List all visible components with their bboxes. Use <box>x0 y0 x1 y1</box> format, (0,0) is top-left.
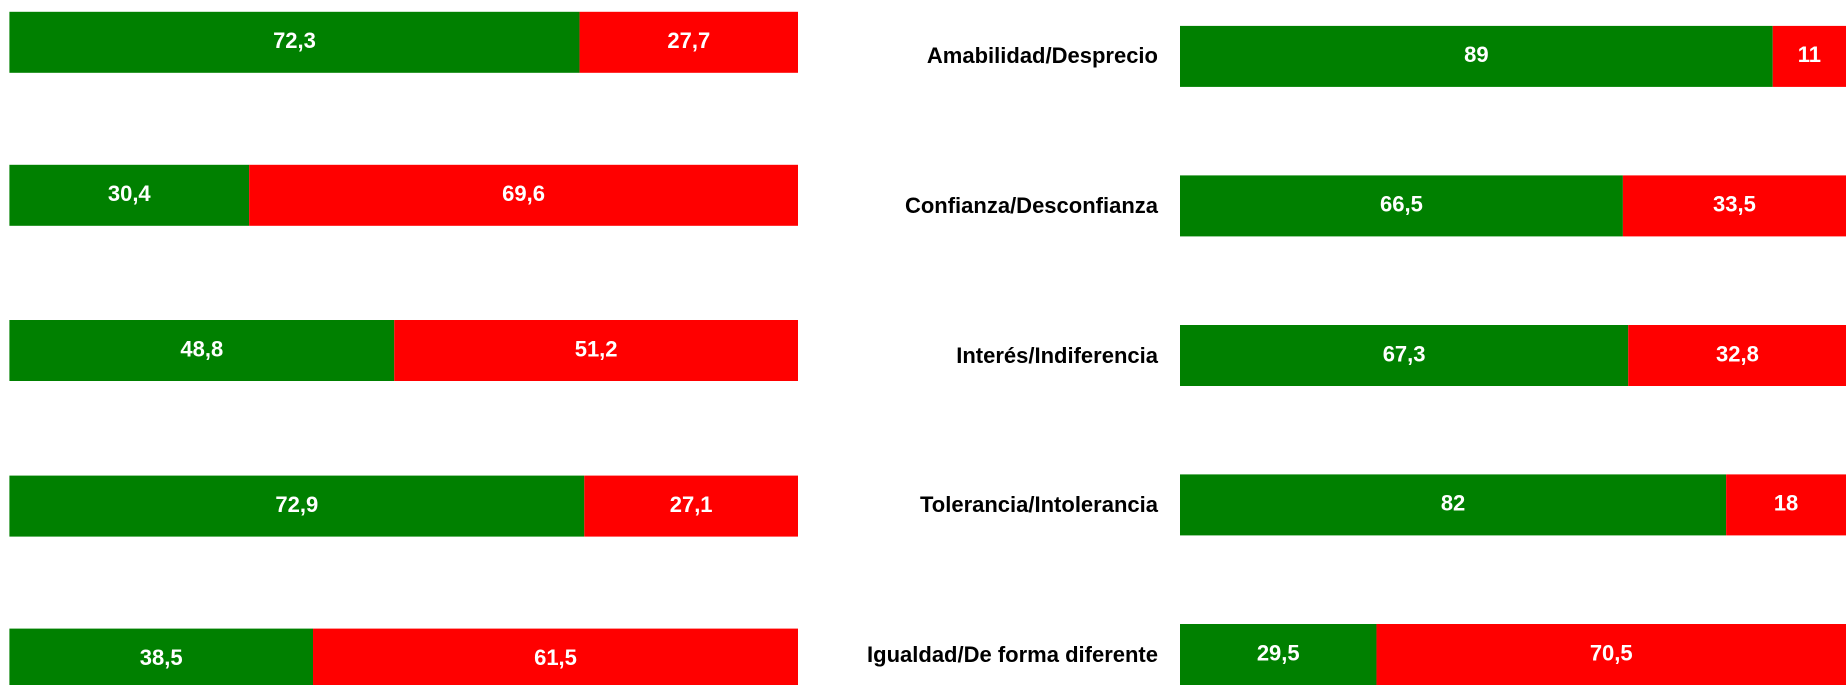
value-label: 30,4 <box>108 181 152 206</box>
value-label: 38,5 <box>140 645 183 670</box>
bar-segment <box>9 164 250 226</box>
value-label: 27,1 <box>670 492 713 517</box>
value-label: 11 <box>1798 42 1821 67</box>
value-label: 48,8 <box>180 336 223 361</box>
bar-segment <box>9 628 314 685</box>
value-label: 69,6 <box>502 181 545 206</box>
bar-segment <box>1622 175 1846 237</box>
bar-segment <box>1180 624 1377 685</box>
bar-segment <box>579 11 798 73</box>
value-label: 89 <box>1464 42 1488 67</box>
value-label: 66,5 <box>1380 192 1423 217</box>
category-label: Confianza/Desconfianza <box>904 192 1158 218</box>
value-label: 18 <box>1774 491 1798 516</box>
value-label: 72,3 <box>273 28 316 53</box>
value-label: 32,8 <box>1716 341 1759 366</box>
bar-segment <box>1180 175 1623 237</box>
category-label: Interés/Indiferencia <box>956 342 1158 368</box>
value-label: 51,2 <box>575 336 618 361</box>
value-label: 67,3 <box>1383 341 1426 366</box>
bar-segment <box>1772 25 1846 87</box>
value-label: 27,7 <box>667 28 710 53</box>
value-label: 72,9 <box>275 492 318 517</box>
value-label: 33,5 <box>1713 192 1756 217</box>
bar-segment <box>9 11 580 73</box>
value-label: 70,5 <box>1590 640 1633 665</box>
bar-segment <box>313 628 798 685</box>
category-label: Igualdad/De forma diferente <box>867 641 1158 667</box>
bar-segment <box>1376 624 1846 685</box>
bar-segment <box>1180 474 1727 536</box>
value-label: 61,5 <box>534 645 577 670</box>
value-label: 82 <box>1441 491 1465 516</box>
bar-segment <box>249 164 798 226</box>
bar-segment <box>1180 325 1629 386</box>
bar-segment <box>1628 325 1846 386</box>
bar-segment <box>9 320 395 381</box>
category-label: Tolerancia/Intolerancia <box>919 491 1158 517</box>
bar-segment <box>1180 25 1773 87</box>
bar-segment <box>9 475 585 537</box>
bar-segment <box>394 320 798 381</box>
bar-segment <box>1726 474 1846 536</box>
value-label: 29,5 <box>1257 640 1300 665</box>
bar-segment <box>584 475 798 537</box>
category-label: Amabilidad/Desprecio <box>926 43 1158 69</box>
